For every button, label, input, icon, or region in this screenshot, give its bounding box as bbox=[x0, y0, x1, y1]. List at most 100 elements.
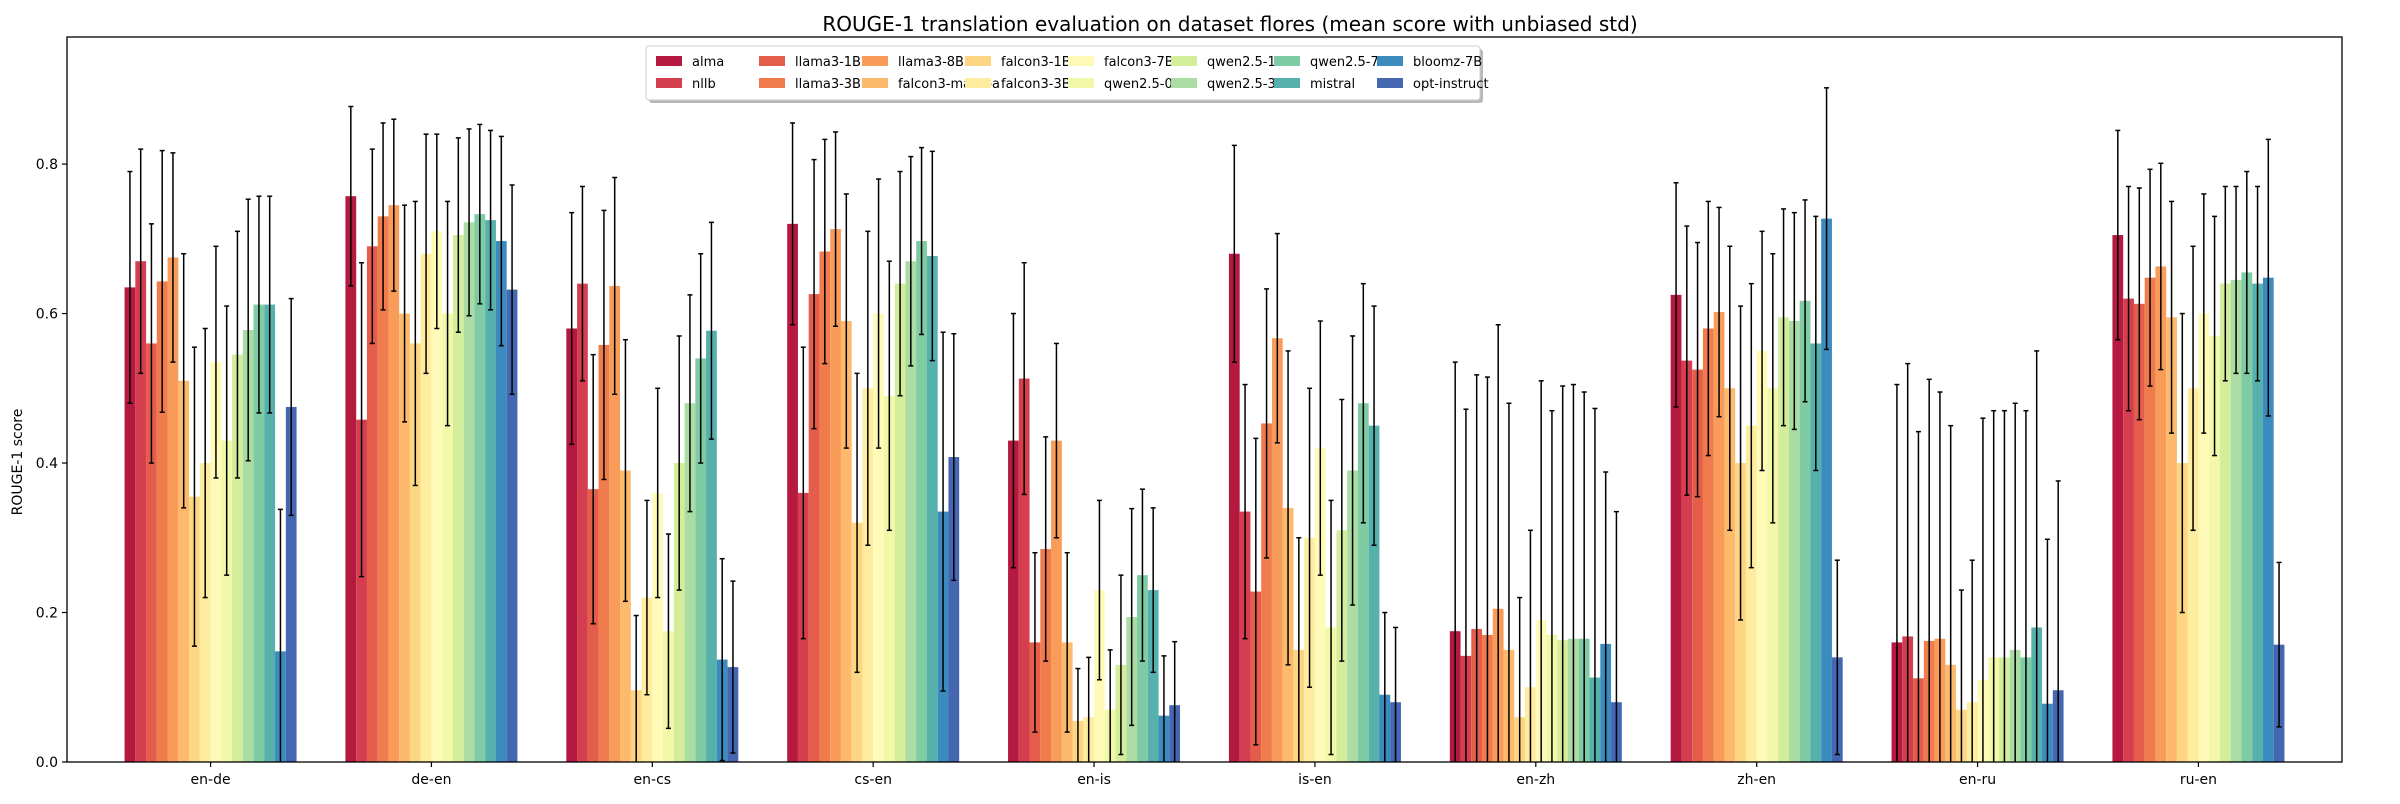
bar-alma-cs-en bbox=[787, 223, 798, 763]
error-bars-layer bbox=[127, 87, 2282, 762]
legend-swatch bbox=[1274, 78, 1300, 88]
y-tick-label: 0.2 bbox=[36, 606, 58, 622]
bar-falcon3-1B-de-en bbox=[409, 343, 421, 762]
error-bar-llama3-3B-de-en bbox=[380, 122, 386, 311]
y-tick-label: 0.4 bbox=[36, 456, 58, 472]
error-bar-opt-instruct-is-en bbox=[1393, 626, 1399, 762]
error-bar-mistral-zh-en bbox=[1813, 215, 1819, 472]
error-bar-qwen2.5-3B-en-zh bbox=[1570, 383, 1576, 762]
bar-falcon3-7B-en-de bbox=[210, 362, 222, 762]
bar-qwen2.5-7B-ru-en bbox=[2241, 272, 2253, 762]
error-bar-qwen2.5-3B-en-cs bbox=[687, 294, 693, 513]
error-bar-falcon3-7B-en-cs bbox=[655, 387, 661, 599]
bar-alma-zh-en bbox=[1670, 294, 1682, 762]
error-bar-falcon3-1B-en-zh bbox=[1517, 596, 1523, 762]
legend-label: llama3-8B bbox=[898, 55, 964, 70]
legend-swatch bbox=[656, 78, 682, 88]
legend-label: bloomz-7B bbox=[1413, 55, 1482, 70]
error-bar-bloomz-7B-de-en bbox=[498, 135, 504, 347]
x-tick-label: cs-en bbox=[854, 772, 892, 788]
error-bar-opt-instruct-en-is bbox=[1172, 640, 1178, 762]
legend-label: falcon3-7B bbox=[1104, 55, 1174, 70]
error-bar-qwen2.5-1.5B-en-ru bbox=[2001, 409, 2007, 762]
x-tick-label: is-en bbox=[1298, 772, 1332, 788]
error-bar-falcon3-mamba-en-cs bbox=[622, 338, 628, 603]
x-tick-label: en-ru bbox=[1959, 772, 1996, 788]
error-bar-alma-en-zh bbox=[1452, 361, 1458, 762]
error-bar-qwen2.5-3B-zh-en bbox=[1791, 211, 1797, 431]
chart-title: ROUGE-1 translation evaluation on datase… bbox=[822, 12, 1637, 36]
bar-qwen2.5-7B-is-en bbox=[1357, 403, 1369, 762]
bar-nllb-en-de bbox=[135, 261, 147, 762]
bar-llama3-8B-de-en bbox=[388, 205, 400, 763]
error-bar-qwen2.5-3B-en-ru bbox=[2012, 402, 2018, 762]
y-tick-label: 0.0 bbox=[36, 755, 58, 771]
bar-falcon3-7B-ru-en bbox=[2198, 313, 2210, 762]
error-bar-qwen2.5-0.5B-en-ru bbox=[1991, 409, 1997, 762]
error-bar-bloomz-7B-zh-en bbox=[1824, 87, 1830, 351]
error-bar-falcon3-3B-en-de bbox=[202, 327, 208, 599]
error-bar-alma-en-cs bbox=[569, 211, 575, 446]
error-bar-alma-de-en bbox=[348, 105, 354, 287]
bar-llama3-8B-ru-en bbox=[2155, 266, 2167, 762]
bar-opt-instruct-en-de bbox=[285, 406, 297, 762]
legend-swatch bbox=[965, 56, 991, 66]
bar-mistral-is-en bbox=[1368, 425, 1380, 762]
legend-label: qwen2.5-3B bbox=[1207, 77, 1285, 92]
bar-falcon3-3B-zh-en bbox=[1745, 425, 1757, 762]
legend-item-opt-instruct: opt-instruct bbox=[1377, 77, 1489, 92]
bar-falcon3-mamba-en-cs bbox=[620, 470, 631, 762]
bar-llama3-3B-de-en bbox=[377, 216, 389, 762]
error-bar-alma-en-ru bbox=[1894, 383, 1900, 762]
bar-falcon3-mamba-de-en bbox=[399, 313, 410, 762]
error-bar-mistral-ru-en bbox=[2255, 185, 2261, 382]
legend-swatch bbox=[1171, 78, 1197, 88]
error-bar-qwen2.5-0.5B-en-cs bbox=[665, 533, 671, 730]
bar-qwen2.5-1.5B-cs-en bbox=[894, 283, 906, 762]
bar-alma-is-en bbox=[1228, 253, 1240, 762]
legend-item-alma: alma bbox=[656, 55, 724, 70]
bar-llama3-1B-ru-en bbox=[2133, 303, 2145, 762]
error-bar-falcon3-3B-en-is bbox=[1086, 656, 1092, 762]
error-bar-mistral-is-en bbox=[1371, 305, 1377, 546]
bar-mistral-en-de bbox=[264, 304, 276, 762]
error-bar-falcon3-7B-en-zh bbox=[1538, 380, 1544, 762]
y-tick-label: 0.8 bbox=[36, 157, 58, 173]
bar-qwen2.5-7B-de-en bbox=[474, 214, 486, 762]
error-bar-falcon3-3B-is-en bbox=[1307, 387, 1313, 689]
bar-llama3-1B-zh-en bbox=[1692, 369, 1703, 762]
bar-falcon3-7B-cs-en bbox=[873, 313, 884, 762]
error-bar-llama3-1B-cs-en bbox=[811, 158, 817, 430]
error-bar-opt-instruct-ru-en bbox=[2276, 561, 2282, 728]
bar-qwen2.5-1.5B-ru-en bbox=[2219, 283, 2231, 762]
legend-swatch bbox=[1171, 56, 1197, 66]
error-bar-falcon3-1B-is-en bbox=[1296, 537, 1302, 762]
bar-alma-en-cs bbox=[566, 328, 578, 762]
error-bar-alma-cs-en bbox=[790, 122, 796, 326]
bar-qwen2.5-0.5B-ru-en bbox=[2209, 335, 2220, 762]
error-bar-llama3-1B-en-ru bbox=[1915, 430, 1921, 762]
error-bar-llama3-8B-ru-en bbox=[2158, 162, 2164, 371]
error-bar-llama3-8B-zh-en bbox=[1716, 206, 1722, 418]
error-bar-qwen2.5-7B-is-en bbox=[1360, 282, 1366, 524]
bar-nllb-zh-en bbox=[1681, 360, 1693, 762]
error-bar-opt-instruct-cs-en bbox=[951, 332, 957, 582]
error-bar-opt-instruct-en-cs bbox=[730, 580, 736, 754]
bar-falcon3-mamba-cs-en bbox=[840, 321, 852, 762]
legend-swatch bbox=[759, 56, 785, 66]
legend-label: llama3-1B bbox=[795, 55, 861, 70]
legend-swatch bbox=[965, 78, 991, 88]
error-bar-mistral-de-en bbox=[488, 129, 494, 311]
legend-item-qwen2.5-7B: qwen2.5-7B bbox=[1274, 55, 1388, 70]
error-bar-qwen2.5-7B-ru-en bbox=[2244, 170, 2250, 375]
bar-qwen2.5-7B-en-de bbox=[253, 304, 265, 762]
legend-label: falcon3-3B bbox=[1001, 77, 1071, 92]
error-bar-llama3-8B-de-en bbox=[391, 118, 397, 292]
error-bar-nllb-zh-en bbox=[1684, 225, 1690, 496]
bar-alma-en-de bbox=[124, 287, 136, 762]
error-bar-llama3-3B-cs-en bbox=[822, 138, 828, 365]
x-tick-label: en-zh bbox=[1516, 772, 1555, 788]
error-bar-falcon3-mamba-en-ru bbox=[1948, 424, 1954, 762]
bar-mistral-en-is bbox=[1147, 590, 1159, 762]
bar-falcon3-mamba-en-de bbox=[178, 380, 190, 762]
